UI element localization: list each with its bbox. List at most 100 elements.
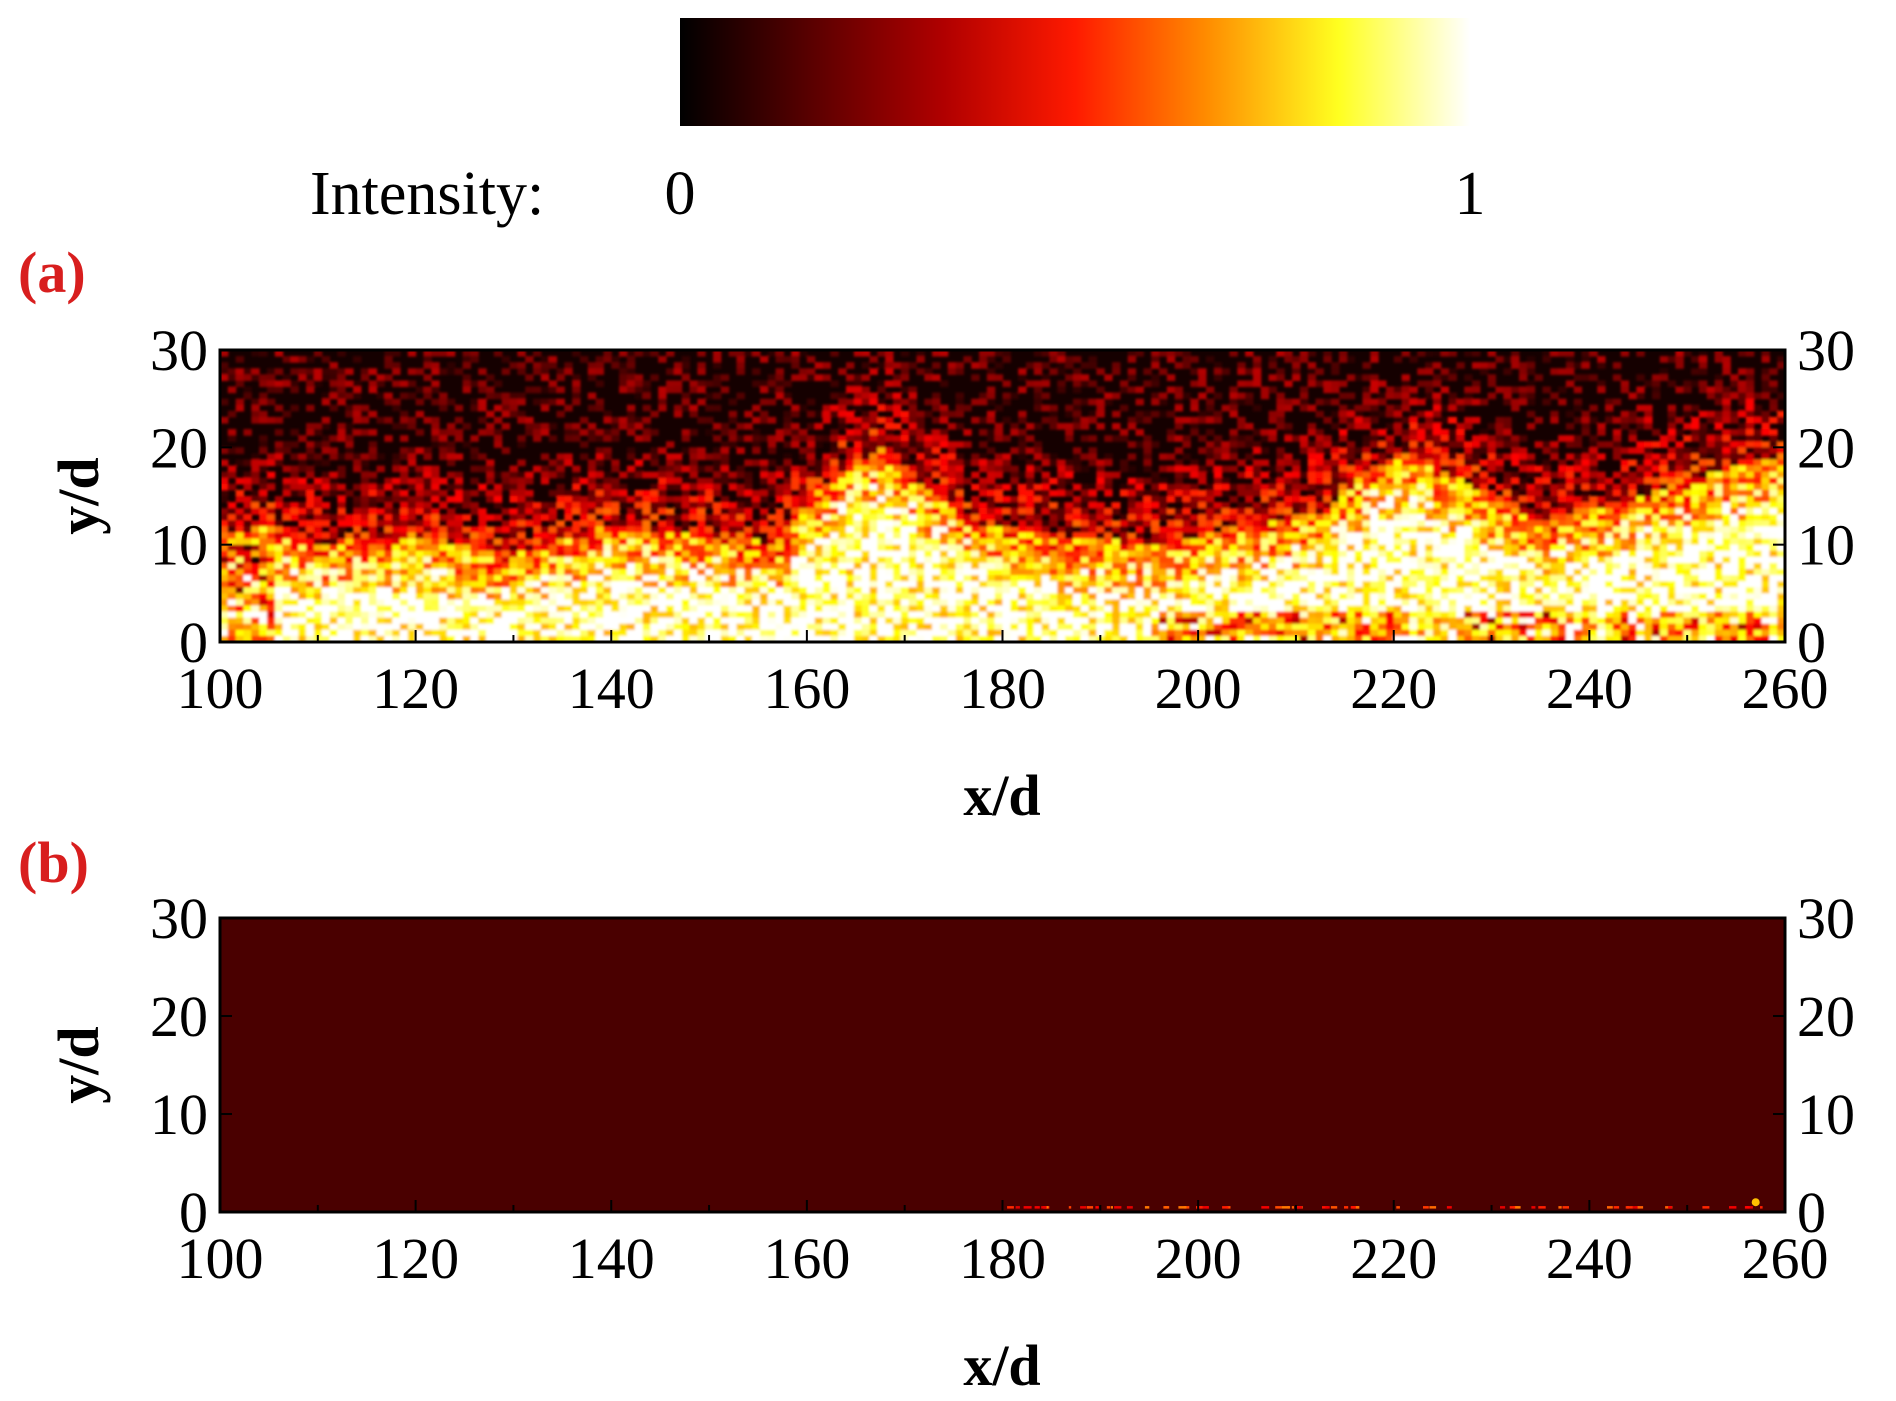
heatmap-cell: [619, 483, 628, 491]
heatmap-cell: [1753, 556, 1763, 564]
heatmap-cell: [877, 538, 886, 546]
heatmap-cell: [1393, 447, 1403, 455]
heatmap-cell: [501, 532, 511, 540]
heatmap-cell: [1346, 374, 1356, 382]
heatmap-cell: [251, 410, 260, 418]
heatmap-cell: [1049, 489, 1058, 497]
heatmap-cell: [799, 556, 808, 564]
heatmap-cell: [1636, 350, 1645, 357]
heatmap-cell: [259, 526, 268, 534]
heatmap-cell: [994, 471, 1004, 479]
heatmap-cell: [1651, 496, 1661, 503]
heatmap-cell: [1331, 453, 1340, 461]
heatmap-cell: [579, 562, 589, 570]
heatmap-cell: [1667, 453, 1677, 461]
heatmap-cell: [1065, 459, 1074, 467]
heatmap-cell: [266, 502, 276, 509]
heatmap-cell: [1104, 526, 1113, 534]
heatmap-cell: [1174, 459, 1184, 467]
heatmap-cell: [1182, 514, 1191, 521]
heatmap-cell: [1448, 459, 1457, 467]
heatmap-cell: [1605, 538, 1614, 546]
heatmap-cell: [1065, 356, 1074, 363]
heatmap-cell: [924, 429, 933, 436]
heatmap-cell: [642, 429, 651, 436]
heatmap-cell: [1753, 520, 1763, 528]
heatmap-cell: [979, 562, 988, 570]
heatmap-cell: [376, 496, 385, 503]
heatmap-cell: [626, 471, 636, 479]
heatmap-cell: [1644, 556, 1653, 564]
heatmap-cell: [587, 496, 597, 503]
heatmap-cell: [572, 350, 581, 357]
heatmap-cell: [939, 550, 949, 558]
heatmap-cell: [259, 398, 268, 406]
heatmap-cell: [1472, 489, 1481, 497]
heatmap-cell: [1331, 386, 1340, 394]
heatmap-cell: [1769, 404, 1778, 412]
heatmap-cell: [1636, 447, 1645, 455]
heatmap-cell: [1581, 520, 1590, 528]
heatmap-cell: [1190, 471, 1199, 479]
heatmap-cell: [1432, 538, 1442, 546]
heatmap-cell: [1135, 538, 1144, 546]
heatmap-cell: [1698, 459, 1708, 467]
heatmap-cell: [869, 471, 878, 479]
heatmap-cell: [1135, 532, 1144, 540]
heatmap-cell: [423, 526, 432, 534]
heatmap-cell: [1284, 526, 1293, 534]
heatmap-cell: [1565, 514, 1575, 521]
heatmap-cell: [658, 496, 667, 503]
heatmap-cell: [916, 447, 925, 455]
heatmap-cell: [1417, 441, 1426, 448]
heatmap-cell: [603, 453, 612, 461]
heatmap-cell: [1691, 429, 1700, 436]
heatmap-cell: [1620, 526, 1630, 534]
heatmap-cell: [1057, 362, 1066, 369]
heatmap-cell: [595, 538, 605, 546]
heatmap-cell: [822, 502, 831, 509]
heatmap-cell: [1526, 362, 1536, 369]
heatmap-cell: [407, 350, 417, 357]
heatmap-cell: [587, 532, 597, 540]
heatmap-cell: [697, 562, 706, 570]
heatmap-cell: [1213, 453, 1223, 461]
heatmap-cell: [861, 502, 871, 509]
heatmap-cell: [908, 447, 918, 455]
heatmap-cell: [603, 416, 612, 424]
heatmap-cell: [470, 526, 479, 534]
heatmap-cell: [603, 429, 612, 436]
heatmap-cell: [689, 453, 698, 461]
heatmap-cell: [1213, 441, 1223, 448]
heatmap-cell: [1315, 538, 1324, 546]
heatmap-cell: [986, 532, 996, 540]
heatmap-cell: [1041, 471, 1051, 479]
heatmap-cell: [1745, 447, 1755, 455]
heatmap-cell: [666, 562, 675, 570]
heatmap-cell: [572, 562, 581, 570]
heatmap-cell: [243, 496, 252, 503]
heatmap-cell: [1127, 441, 1137, 448]
heatmap-cell: [673, 556, 683, 564]
heatmap-cell: [1362, 526, 1371, 534]
heatmap-cell: [1487, 556, 1497, 564]
heatmap-cell: [1213, 544, 1223, 552]
heatmap-cell: [1166, 465, 1176, 473]
heatmap-cell: [353, 508, 362, 515]
heatmap-cell: [431, 380, 440, 388]
heatmap-cell: [1565, 410, 1575, 418]
heatmap-cell: [572, 489, 581, 497]
heatmap-cell: [595, 526, 605, 534]
heatmap-cell: [259, 477, 268, 485]
heatmap-cell: [1002, 520, 1011, 528]
heatmap-cell: [1636, 556, 1645, 564]
heatmap-cell: [321, 356, 331, 363]
heatmap-cell: [1722, 356, 1731, 363]
heatmap-cell: [493, 471, 503, 479]
heatmap-cell: [337, 562, 346, 570]
heatmap-cell: [1213, 562, 1223, 570]
heatmap-cell: [595, 368, 605, 375]
heatmap-cell: [1464, 447, 1473, 455]
heatmap-cell: [353, 550, 362, 558]
heatmap-cell: [1135, 416, 1144, 424]
